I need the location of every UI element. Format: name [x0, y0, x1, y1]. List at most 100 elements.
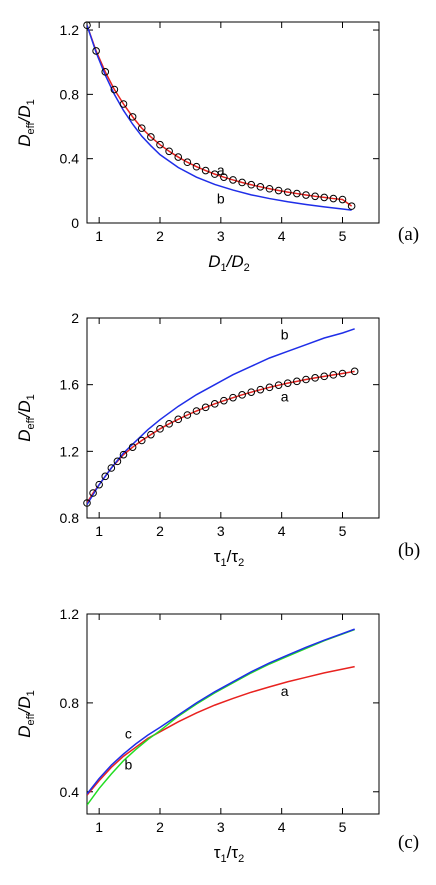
data-point — [113, 457, 122, 466]
data-point — [265, 184, 274, 193]
curve-label-a: a — [281, 683, 289, 699]
curve-label-b: b — [124, 757, 132, 773]
data-point — [156, 140, 164, 149]
x-tick-label: 1 — [95, 523, 103, 539]
data-point — [220, 173, 228, 181]
data-point — [350, 367, 359, 376]
data-point — [89, 489, 97, 497]
x-tick-label: 4 — [278, 523, 286, 539]
data-point — [302, 375, 310, 384]
data-point — [338, 195, 347, 204]
chart-panel-1: 1 2 3 4 5 0 0.4 0.8 1.2 ab D1/D2 Deff/D1 (a) — [15, 21, 419, 274]
x-axis-label: τ1/τ2 — [214, 547, 244, 569]
y-tick-label: 1.2 — [60, 22, 80, 38]
data-point — [119, 450, 128, 459]
x-tick-label: 2 — [156, 523, 164, 539]
series-line-b — [87, 328, 355, 506]
data-point — [156, 425, 164, 433]
data-point — [238, 391, 246, 399]
data-point — [95, 480, 103, 489]
data-point — [165, 420, 173, 428]
x-tick-label: 4 — [278, 228, 286, 244]
data-point — [347, 202, 356, 210]
series-line-c — [87, 628, 355, 795]
y-tick-label: 0.8 — [60, 510, 80, 526]
data-point — [274, 381, 283, 389]
series-line-a — [87, 665, 355, 796]
data-point — [137, 436, 146, 445]
y-tick-label: 0.8 — [60, 695, 80, 711]
curve-label-a: a — [281, 388, 289, 404]
panel-label: (b) — [398, 540, 420, 561]
y-axis-label: Deff/D1 — [15, 99, 37, 146]
x-tick-label: 3 — [217, 819, 225, 835]
data-point — [256, 183, 265, 191]
data-point — [174, 415, 183, 424]
data-point — [274, 186, 283, 195]
x-tick-label: 5 — [339, 523, 347, 539]
data-point — [283, 379, 292, 387]
x-axis-label: D1/D2 — [208, 252, 250, 274]
x-tick-label: 2 — [156, 228, 164, 244]
data-point — [128, 113, 137, 121]
data-point — [137, 124, 146, 132]
data-point — [229, 176, 237, 184]
data-point — [247, 180, 256, 189]
series-line-a — [87, 370, 355, 504]
y-tick-label: 1.2 — [60, 606, 80, 622]
data-point — [302, 191, 310, 199]
data-point — [165, 147, 173, 156]
data-point — [210, 400, 219, 408]
data-point — [174, 153, 183, 161]
data-point — [338, 369, 347, 378]
x-tick-label: 1 — [95, 228, 103, 244]
data-point — [293, 189, 301, 198]
plot-frame — [86, 21, 380, 224]
curve-label-b: b — [217, 191, 225, 207]
data-point — [311, 192, 319, 201]
data-point — [329, 194, 338, 203]
plot-frame — [86, 613, 380, 815]
y-tick-label: 0.8 — [60, 86, 80, 102]
data-point — [101, 68, 110, 76]
plot-frame — [86, 317, 380, 519]
data-point — [83, 499, 91, 507]
data-point — [329, 371, 338, 379]
series-line-b — [87, 24, 352, 211]
data-point — [110, 85, 119, 94]
x-axis-label: τ1/τ2 — [214, 843, 244, 865]
x-tick-label: 4 — [278, 819, 286, 835]
y-tick-label: 0.4 — [60, 151, 80, 167]
y-axis-label: Deff/D1 — [15, 690, 37, 737]
panel-label: (a) — [398, 224, 419, 245]
data-point — [265, 383, 274, 392]
data-point — [119, 100, 128, 108]
data-point — [101, 472, 110, 481]
data-point — [128, 443, 137, 451]
data-point — [147, 430, 155, 439]
chart-panel-3: 1 2 3 4 5 0.4 0.8 1.2 a cb τ1/τ2 Deff/D1 (c) — [15, 606, 419, 865]
data-point — [256, 385, 265, 394]
x-tick-label: 2 — [156, 819, 164, 835]
data-point — [201, 403, 210, 412]
data-point — [293, 377, 301, 386]
curve-label-b: b — [281, 327, 289, 343]
data-point — [183, 411, 192, 419]
panel-label: (c) — [398, 832, 419, 853]
data-point — [210, 170, 219, 178]
y-tick-label: 1.6 — [60, 377, 80, 393]
data-point — [238, 178, 246, 187]
data-point — [192, 407, 201, 415]
data-point — [201, 166, 210, 175]
y-tick-label: 2 — [71, 310, 79, 326]
curve-label-a: a — [217, 162, 225, 178]
x-tick-label: 5 — [339, 819, 347, 835]
y-tick-label: 1.2 — [60, 443, 80, 459]
y-axis-label: Deff/D1 — [15, 394, 37, 441]
x-tick-label: 3 — [217, 523, 225, 539]
x-tick-label: 5 — [339, 228, 347, 244]
data-point — [147, 133, 155, 141]
y-tick-label: 0.4 — [60, 784, 80, 800]
data-point — [192, 162, 201, 171]
